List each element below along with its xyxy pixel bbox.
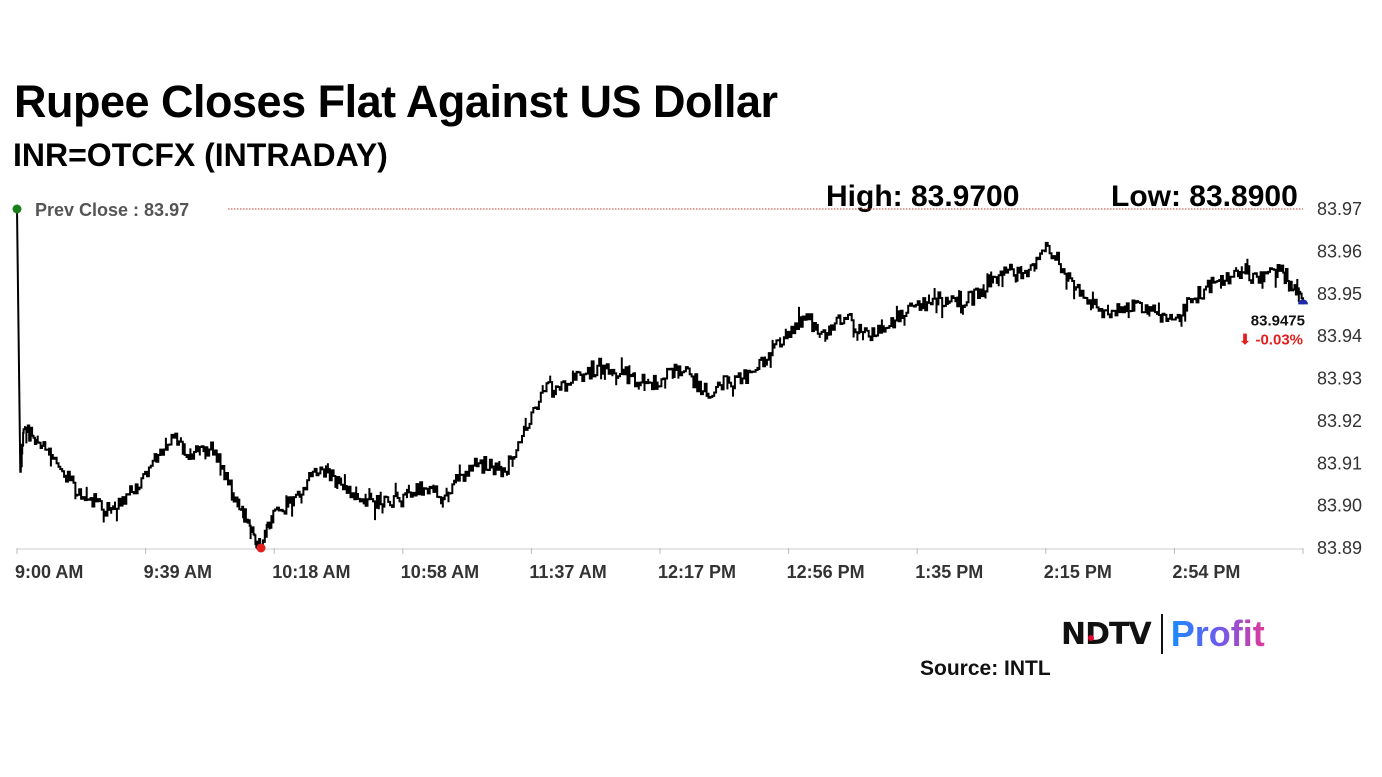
- x-tick-label: 10:18 AM: [272, 562, 350, 582]
- x-tick-label: 2:54 PM: [1172, 562, 1240, 582]
- x-tick-label: 1:35 PM: [915, 562, 983, 582]
- y-tick-label: 83.96: [1317, 241, 1362, 261]
- y-tick-label: 83.95: [1317, 284, 1362, 304]
- brand-divider: [1160, 614, 1163, 654]
- price-series-line: [16, 208, 1304, 552]
- day-high-label: High: 83.9700: [826, 180, 1020, 213]
- last-change-label: ⬇ -0.03%: [1239, 331, 1303, 348]
- low-marker: [256, 543, 266, 553]
- y-tick-label: 83.93: [1317, 369, 1362, 389]
- x-tick-label: 10:58 AM: [401, 562, 479, 582]
- x-tick-label: 12:56 PM: [787, 562, 865, 582]
- y-tick-label: 83.90: [1317, 496, 1362, 516]
- high-marker: [12, 204, 22, 214]
- x-tick-label: 12:17 PM: [658, 562, 736, 582]
- x-tick-label: 9:00 AM: [15, 562, 83, 582]
- y-tick-label: 83.89: [1317, 538, 1362, 558]
- ndtv-profit-logo: NDTV Profit: [1061, 612, 1265, 656]
- day-low-label: Low: 83.8900: [1111, 180, 1298, 213]
- axis-layer: 9:00 AM 9:39 AM 10:18 AM 10:58 AM 11:37 AM 12…: [15, 199, 1362, 582]
- x-tick-label: 11:37 AM: [529, 562, 606, 582]
- brand-ndtv-text: NDTV: [1061, 616, 1152, 652]
- chart-subtitle: INR=OTCFX (INTRADAY): [13, 137, 388, 173]
- source-label: Source: INTL: [920, 657, 1051, 680]
- y-tick-label: 83.94: [1317, 326, 1362, 346]
- x-tick-label: 2:15 PM: [1044, 562, 1112, 582]
- chart-title: Rupee Closes Flat Against US Dollar: [14, 76, 778, 127]
- x-tick-label: 9:39 AM: [144, 562, 212, 582]
- prev-close-label: Prev Close : 83.97: [35, 200, 189, 220]
- y-tick-label: 83.91: [1317, 453, 1362, 473]
- last-price-label: 83.9475: [1251, 312, 1305, 329]
- y-tick-label: 83.92: [1317, 411, 1362, 431]
- last-price-marker: [1298, 299, 1308, 305]
- y-tick-label: 83.97: [1317, 199, 1362, 219]
- brand-profit-text: Profit: [1170, 613, 1265, 654]
- price-chart: 9:00 AM 9:39 AM 10:18 AM 10:58 AM 11:37 AM 12…: [12, 199, 1362, 582]
